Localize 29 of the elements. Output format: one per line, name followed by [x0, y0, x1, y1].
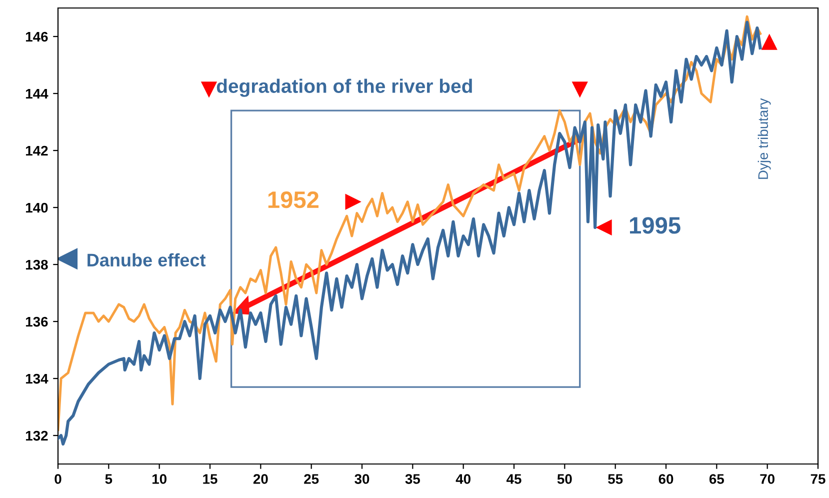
x-tick-label: 20 [253, 474, 268, 484]
annotation: degradation of the river bed [216, 78, 472, 97]
x-tick-label: 65 [709, 474, 724, 484]
x-tick-label: 75 [810, 474, 826, 484]
annotation: Dyje tributary [758, 98, 771, 179]
y-tick-label: 132 [26, 430, 48, 441]
series-label: 1952 [268, 191, 318, 208]
y-tick-label: 142 [26, 146, 48, 156]
series-label: 1995 [630, 217, 680, 234]
x-tick-label: 40 [456, 474, 470, 484]
x-tick-label: 60 [658, 474, 674, 484]
x-tick-label: 55 [608, 474, 623, 484]
y-tick-label: 136 [26, 316, 48, 327]
x-tick-label: 30 [354, 474, 370, 484]
y-tick-label: 144 [26, 88, 48, 99]
y-tick-label: 140 [26, 202, 48, 213]
y-tick-label: 146 [26, 32, 48, 42]
x-tick-label: 35 [405, 474, 420, 484]
y-tick-label: 138 [26, 260, 48, 270]
x-tick-label: 5 [105, 474, 112, 484]
x-tick-label: 50 [557, 474, 572, 484]
x-tick-label: 25 [304, 474, 319, 484]
x-tick-label: 15 [203, 474, 218, 484]
y-tick-label: 134 [26, 374, 48, 384]
x-tick-label: 0 [54, 474, 62, 484]
annotation: Danube effect [88, 253, 206, 266]
x-tick-label: 10 [152, 474, 166, 484]
x-tick-label: 45 [506, 474, 522, 484]
x-tick-label: 70 [760, 474, 774, 484]
